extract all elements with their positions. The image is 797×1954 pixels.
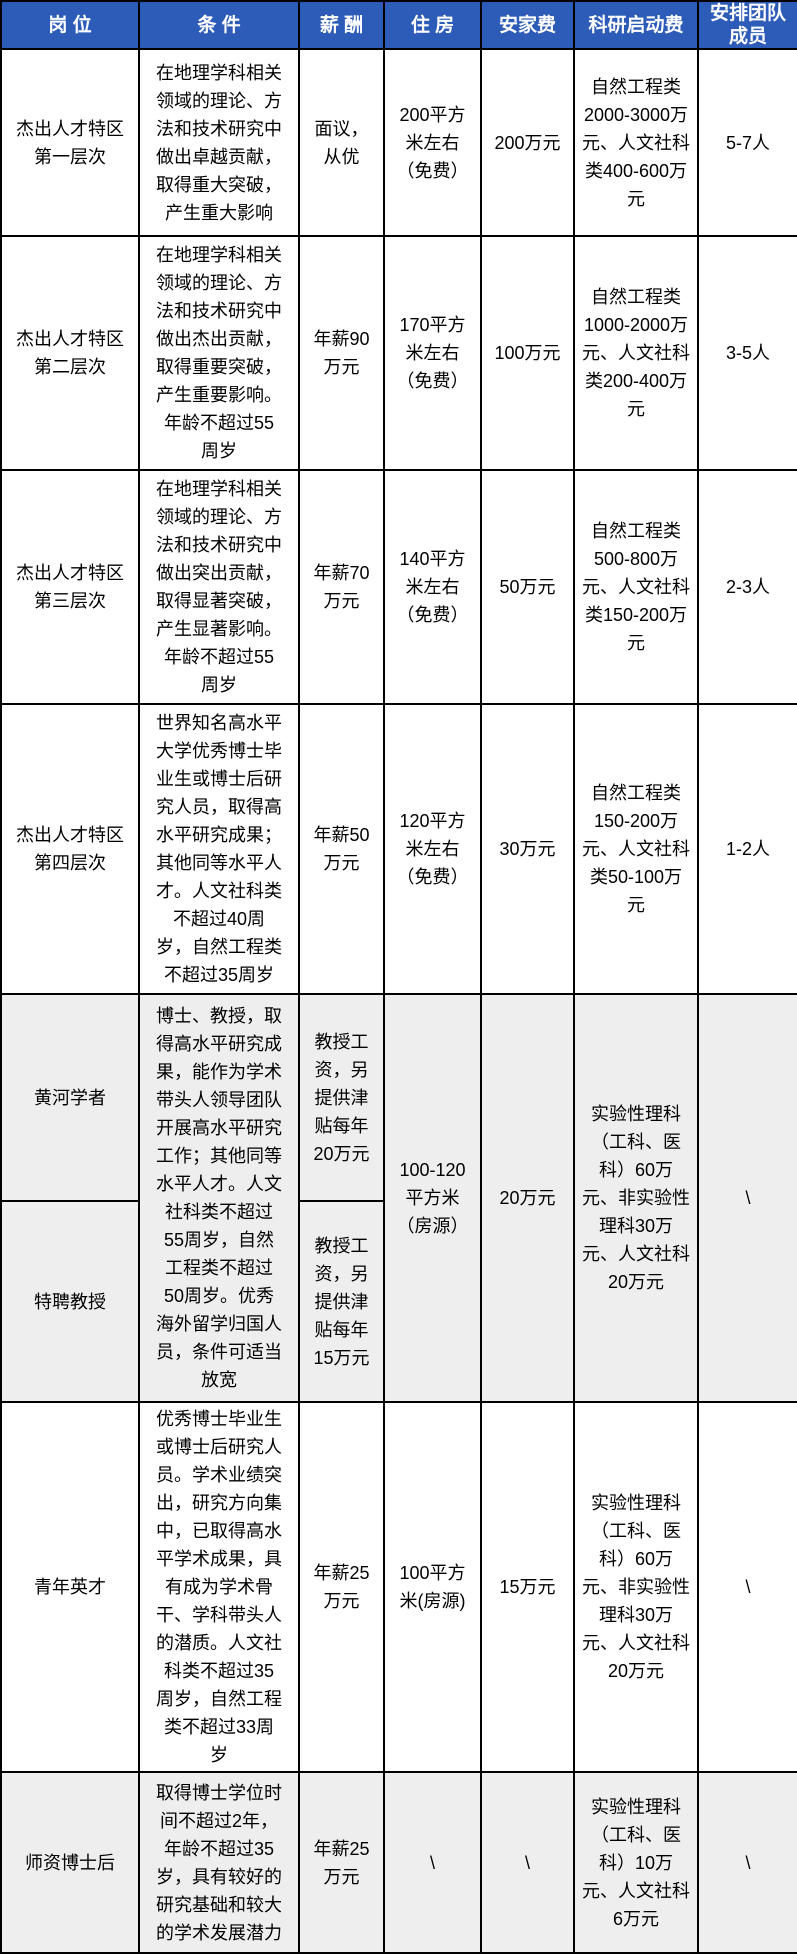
table-header: 岗 位条 件薪 酬住 房安家费 科研启动费 安排团队成员: [0, 0, 797, 50]
table-cell-condition: 在地理学科相关领域的理论、方法和技术研究中做出杰出贡献，取得重要突破，产生重要影…: [138, 235, 300, 471]
table-cell-salary: 年薪25万元: [298, 1401, 385, 1773]
table-cell-salary: 年薪70万元: [298, 469, 385, 705]
table-cell-housing: 200平方米左右（免费）: [383, 48, 482, 237]
table-cell-settling-allowance: 20万元: [480, 993, 575, 1403]
table-cell-salary: 年薪90万元: [298, 235, 385, 471]
header-cell-research-startup-fund: 科研启动费: [573, 0, 699, 50]
table-cell-research-startup-fund: 自然工程类500-800万元、人文社科类150-200万元: [573, 469, 699, 705]
table-cell-condition: 在地理学科相关领域的理论、方法和技术研究中做出卓越贡献，取得重大突破，产生重大影…: [138, 48, 300, 237]
table-cell-settling-allowance: \: [480, 1771, 575, 1954]
table-cell-settling-allowance: 100万元: [480, 235, 575, 471]
header-cell-condition: 条 件: [138, 0, 300, 50]
table-cell-team-members: 5-7人: [697, 48, 797, 237]
table-cell-position: 杰出人才特区第三层次: [0, 469, 140, 705]
table-cell-position: 杰出人才特区第一层次: [0, 48, 140, 237]
table-cell-salary: 年薪25万元: [298, 1771, 385, 1954]
table-row: 杰出人才特区第三层次 在地理学科相关领域的理论、方法和技术研究中做出突出贡献，取得…: [0, 469, 797, 705]
table-cell-salary: 教授工资，另提供津贴每年15万元: [298, 1200, 385, 1403]
header-cell-position: 岗 位: [0, 0, 140, 50]
header-cell-salary: 薪 酬: [298, 0, 385, 50]
table-cell-position: 杰出人才特区第二层次: [0, 235, 140, 471]
table-cell-condition: 在地理学科相关领域的理论、方法和技术研究中做出突出贡献，取得显著突破，产生显著影…: [138, 469, 300, 705]
table-row: 黄河学者 博士、教授，取得高水平研究成果，能作为学术带头人领导团队开展高水平研究工…: [0, 993, 797, 1403]
table-row: 特聘教授 教授工资，另提供津贴每年15万元: [0, 1200, 797, 1403]
table-cell-settling-allowance: 30万元: [480, 703, 575, 995]
table-cell-position: 黄河学者: [0, 993, 140, 1202]
table-cell-condition: 优秀博士毕业生或博士后研究人员。学术业绩突出，研究方向集中，已取得高水平学术成果…: [138, 1401, 300, 1773]
table-cell-condition: 取得博士学位时间不超过2年，年龄不超过35岁，具有较好的研究基础和较大的学术发展…: [138, 1771, 300, 1954]
table-cell-condition: 博士、教授，取得高水平研究成果，能作为学术带头人领导团队开展高水平研究工作；其他…: [138, 993, 300, 1403]
table-cell-team-members: \: [697, 1771, 797, 1954]
table-cell-position: 特聘教授: [0, 1200, 140, 1403]
table-cell-team-members: \: [697, 993, 797, 1403]
header-cell-housing: 住 房: [383, 0, 482, 50]
table-row: 师资博士后 取得博士学位时间不超过2年，年龄不超过35岁，具有较好的研究基础和较大…: [0, 1771, 797, 1954]
table-cell-condition: 世界知名高水平大学优秀博士毕业生或博士后研究人员，取得高水平研究成果；其他同等水…: [138, 703, 300, 995]
table-cell-housing: 140平方米左右（免费）: [383, 469, 482, 705]
table-cell-housing: 100-120平方米（房源）: [383, 993, 482, 1403]
header-row: 岗 位条 件薪 酬住 房安家费 科研启动费 安排团队成员: [0, 0, 797, 50]
table-row: 杰出人才特区第一层次 在地理学科相关领域的理论、方法和技术研究中做出卓越贡献，取得…: [0, 48, 797, 237]
table-cell-research-startup-fund: 自然工程类2000-3000万元、人文社科类400-600万元: [573, 48, 699, 237]
table-cell-team-members: 3-5人: [697, 235, 797, 471]
table-cell-research-startup-fund: 实验性理科（工科、医科）10万元、人文社科6万元: [573, 1771, 699, 1954]
header-cell-team-members: 安排团队成员: [697, 0, 797, 50]
table-cell-position: 青年英才: [0, 1401, 140, 1773]
table-cell-position: 师资博士后: [0, 1771, 140, 1954]
table-row: 杰出人才特区第四层次 世界知名高水平大学优秀博士毕业生或博士后研究人员，取得高水平…: [0, 703, 797, 995]
table-body: 杰出人才特区第一层次 在地理学科相关领域的理论、方法和技术研究中做出卓越贡献，取得…: [0, 48, 797, 1954]
table-row: 青年英才 优秀博士毕业生或博士后研究人员。学术业绩突出，研究方向集中，已取得高水平…: [0, 1401, 797, 1773]
table-cell-research-startup-fund: 实验性理科（工科、医科）60万元、非实验性理科30万元、人文社科20万元: [573, 993, 699, 1403]
table-cell-position: 杰出人才特区第四层次: [0, 703, 140, 995]
table-cell-salary: 年薪50万元: [298, 703, 385, 995]
table-cell-salary: 面议，从优: [298, 48, 385, 237]
table-cell-salary: 教授工资，另提供津贴每年20万元: [298, 993, 385, 1202]
table-cell-settling-allowance: 200万元: [480, 48, 575, 237]
header-cell-settling-allowance: 安家费: [480, 0, 575, 50]
table-cell-housing: 170平方米左右（免费）: [383, 235, 482, 471]
table-cell-team-members: \: [697, 1401, 797, 1773]
table-cell-team-members: 1-2人: [697, 703, 797, 995]
table-cell-settling-allowance: 15万元: [480, 1401, 575, 1773]
table-cell-housing: 100平方米(房源): [383, 1401, 482, 1773]
table-cell-settling-allowance: 50万元: [480, 469, 575, 705]
table-row: 杰出人才特区第二层次 在地理学科相关领域的理论、方法和技术研究中做出杰出贡献，取得…: [0, 235, 797, 471]
table-cell-housing: 120平方米左右（免费）: [383, 703, 482, 995]
table-cell-housing: \: [383, 1771, 482, 1954]
table-cell-team-members: 2-3人: [697, 469, 797, 705]
table-cell-research-startup-fund: 自然工程类150-200万元、人文社科类50-100万元: [573, 703, 699, 995]
table-cell-research-startup-fund: 自然工程类1000-2000万元、人文社科类200-400万元: [573, 235, 699, 471]
table-cell-research-startup-fund: 实验性理科（工科、医科）60万元、非实验性理科30万元、人文社科20万元: [573, 1401, 699, 1773]
